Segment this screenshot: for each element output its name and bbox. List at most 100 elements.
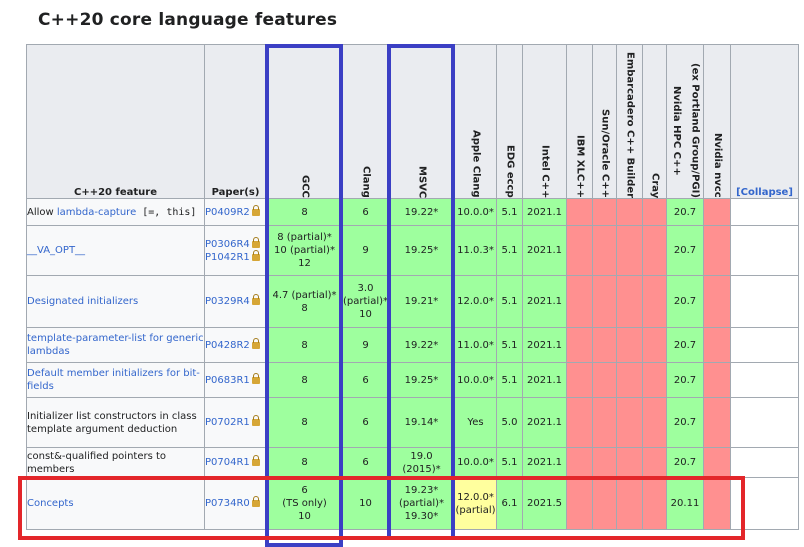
feature-link[interactable]: template-parameter-list for generic lamb… xyxy=(27,333,204,357)
collapse-link[interactable]: [Collapse] xyxy=(736,187,793,198)
apple-clang-cell: 10.0.0* xyxy=(454,447,497,478)
nvcc-cell xyxy=(703,225,731,276)
table-row: Initializer list constructors in class t… xyxy=(26,397,799,448)
gcc-cell: 8 xyxy=(266,362,343,398)
cell-line: 6 xyxy=(301,485,308,496)
table-row: const&-qualified pointers to members P07… xyxy=(26,447,799,478)
apple-clang-column-header[interactable]: Apple Clang xyxy=(454,44,497,199)
ibm-cell xyxy=(566,327,593,363)
page-title: C++20 core language features xyxy=(38,10,338,30)
edg-column-header[interactable]: EDG eccp xyxy=(496,44,523,199)
sun-oracle-cell xyxy=(592,362,617,398)
cray-cell xyxy=(642,447,667,478)
gcc-column-header[interactable]: GCC xyxy=(266,44,343,199)
cell-line: (TS only) xyxy=(282,498,327,509)
paper-link[interactable]: P0428R2 xyxy=(205,339,250,351)
feature-cell: Concepts xyxy=(26,477,205,530)
nvcc-cell xyxy=(703,275,731,328)
feature-column-header[interactable]: C++20 feature xyxy=(26,44,205,199)
blank-cell xyxy=(730,447,799,478)
embarcadero-cell xyxy=(616,275,643,328)
paper-link[interactable]: P0329R4 xyxy=(205,296,250,307)
feature-cell: Allow lambda-capture [=, this] xyxy=(26,198,205,226)
paper-cell: P0409R2 xyxy=(204,198,267,226)
cell-line: 12 xyxy=(298,258,311,269)
paper-cell: P0306R4 P1042R1 xyxy=(204,225,267,276)
feature-cell: const&-qualified pointers to members xyxy=(26,447,205,478)
lock-icon xyxy=(251,204,260,216)
paper-link[interactable]: P0683R1 xyxy=(205,374,250,386)
cell-line: 10 (partial)* xyxy=(274,245,335,256)
lock-icon xyxy=(251,294,260,305)
feature-cell: Initializer list constructors in class t… xyxy=(26,397,205,448)
lock-icon xyxy=(251,455,260,466)
ibm-cell xyxy=(566,225,593,276)
feature-link[interactable]: Concepts xyxy=(27,498,74,509)
clang-cell: 6 xyxy=(342,397,389,448)
nvidia-hpc-cell: 20.7 xyxy=(666,447,704,478)
feature-link[interactable]: lambda-capture xyxy=(56,206,137,218)
ibm-cell xyxy=(566,397,593,448)
gcc-cell: 8 xyxy=(266,397,343,448)
clang-cell: 9 xyxy=(342,327,389,363)
ibm-column-header[interactable]: IBM XLC++ xyxy=(566,44,593,199)
intel-cell: 2021.1 xyxy=(522,225,567,276)
paper-cell: P0734R0 xyxy=(204,477,267,530)
paper-link[interactable]: P0306R4 xyxy=(205,238,250,250)
embarcadero-column-header[interactable]: Embarcadero C++ Builder xyxy=(616,44,643,199)
blank-cell xyxy=(730,397,799,448)
nvcc-column-header[interactable]: Nvidia nvcc xyxy=(703,44,731,199)
sun-oracle-column-header[interactable]: Sun/Oracle C++ xyxy=(592,44,617,199)
paper-link[interactable]: P0734R0 xyxy=(205,498,250,509)
paper-link[interactable]: P0702R1 xyxy=(205,417,250,428)
blank-cell xyxy=(730,327,799,363)
table-row: Default member initializers for bit-fiel… xyxy=(26,362,799,398)
embarcadero-cell xyxy=(616,477,643,530)
intel-column-header[interactable]: Intel C++ xyxy=(522,44,567,199)
paper-link[interactable]: P0409R2 xyxy=(205,206,250,218)
feature-cell: Default member initializers for bit-fiel… xyxy=(26,362,205,398)
ibm-cell xyxy=(566,198,593,226)
nvcc-cell xyxy=(703,198,731,226)
feature-text: Allow xyxy=(27,206,57,218)
sun-oracle-cell xyxy=(592,447,617,478)
msvc-cell: 19.22* xyxy=(388,198,455,226)
intel-cell: 2021.1 xyxy=(522,447,567,478)
clang-cell: 6 xyxy=(342,198,389,226)
feature-link[interactable]: __VA_OPT__ xyxy=(27,245,86,256)
gcc-cell: 8 xyxy=(266,327,343,363)
paper-link[interactable]: P1042R1 xyxy=(205,251,250,263)
cray-cell xyxy=(642,362,667,398)
clang-cell: 6 xyxy=(342,447,389,478)
blank-cell xyxy=(730,225,799,276)
gcc-cell: 4.7 (partial)* 8 xyxy=(266,275,343,328)
cell-line: (partial) xyxy=(455,504,496,516)
msvc-cell: 19.21* xyxy=(388,275,455,328)
apple-clang-cell: 10.0.0* xyxy=(454,362,497,398)
clang-cell: 6 xyxy=(342,362,389,398)
paper-link[interactable]: P0704R1 xyxy=(205,457,250,468)
cell-line: (2015)* xyxy=(402,463,441,475)
paper-cell: P0329R4 xyxy=(204,275,267,328)
paper-cell: P0683R1 xyxy=(204,362,267,398)
clang-cell: 9 xyxy=(342,225,389,276)
cell-line: 3.0 xyxy=(357,283,374,294)
lock-icon xyxy=(251,372,260,384)
table-row: Designated initializers P0329R4 4.7 (par… xyxy=(26,275,799,328)
paper-column-header[interactable]: Paper(s) xyxy=(204,44,267,199)
gcc-cell: 8 xyxy=(266,198,343,226)
blank-cell xyxy=(730,198,799,226)
nvidia-hpc-header-label: Nvidia HPC C++ xyxy=(670,85,682,176)
cell-line: (partial)* xyxy=(343,296,388,307)
msvc-column-header[interactable]: MSVC xyxy=(388,44,455,199)
nvidia-hpc-column-header[interactable]: Nvidia HPC C++ (ex Portland Group/PGI) xyxy=(666,44,704,199)
compiler-support-table: C++20 feature Paper(s) GCC Clang MSVC Ap… xyxy=(26,44,799,530)
ibm-cell xyxy=(566,275,593,328)
cray-column-header[interactable]: Cray xyxy=(642,44,667,199)
feature-link[interactable]: Designated initializers xyxy=(27,296,139,307)
apple-clang-cell: Yes xyxy=(454,397,497,448)
feature-link[interactable]: Default member initializers for bit-fiel… xyxy=(27,368,200,392)
nvidia-hpc-cell: 20.7 xyxy=(666,362,704,398)
lock-icon xyxy=(251,496,260,507)
clang-column-header[interactable]: Clang xyxy=(342,44,389,199)
